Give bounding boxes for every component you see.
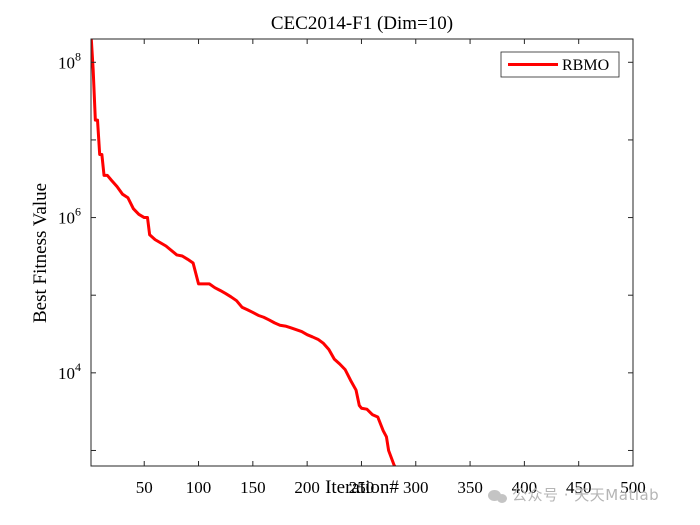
- y-tick-base: 10: [58, 209, 75, 228]
- series-line-rbmo: [91, 39, 397, 466]
- watermark: 公众号 · 天天Matlab: [488, 484, 659, 505]
- chart-title: CEC2014-F1 (Dim=10): [271, 13, 453, 34]
- x-tick-label: 150: [240, 478, 266, 497]
- y-tick-exponent: 8: [75, 49, 81, 63]
- x-tick-label: 450: [566, 478, 592, 497]
- y-tick-label: 106: [58, 205, 81, 228]
- axes-frame: [90, 38, 634, 467]
- x-tick-label: 350: [457, 478, 483, 497]
- y-tick-label: 104: [58, 360, 81, 383]
- legend: RBMO: [500, 51, 620, 78]
- watermark-text: 公众号 · 天天Matlab: [512, 486, 660, 504]
- y-tick-base: 10: [58, 364, 75, 383]
- x-tick-label: 400: [512, 478, 538, 497]
- x-axis: 50 100 150 200 250 300 350 400 450 500: [136, 39, 646, 497]
- x-tick-label: 300: [403, 478, 429, 497]
- series-layer: [91, 39, 397, 466]
- legend-label-rbmo: RBMO: [562, 57, 609, 74]
- x-tick-label: 200: [294, 478, 320, 497]
- y-tick-exponent: 4: [75, 360, 81, 374]
- x-tick-label: 100: [186, 478, 212, 497]
- y-tick-label: 108: [58, 49, 81, 72]
- x-tick-label: 500: [620, 478, 646, 497]
- x-tick-label: 50: [136, 478, 153, 497]
- y-axis-label: Best Fitness Value: [30, 183, 51, 323]
- chat-bubble-icon: [488, 489, 508, 503]
- x-tick-label: 250: [349, 478, 375, 497]
- y-tick-base: 10: [58, 53, 75, 72]
- plot-area: [91, 39, 633, 466]
- x-axis-label: Iteration#: [325, 477, 399, 498]
- y-tick-exponent: 6: [75, 205, 81, 219]
